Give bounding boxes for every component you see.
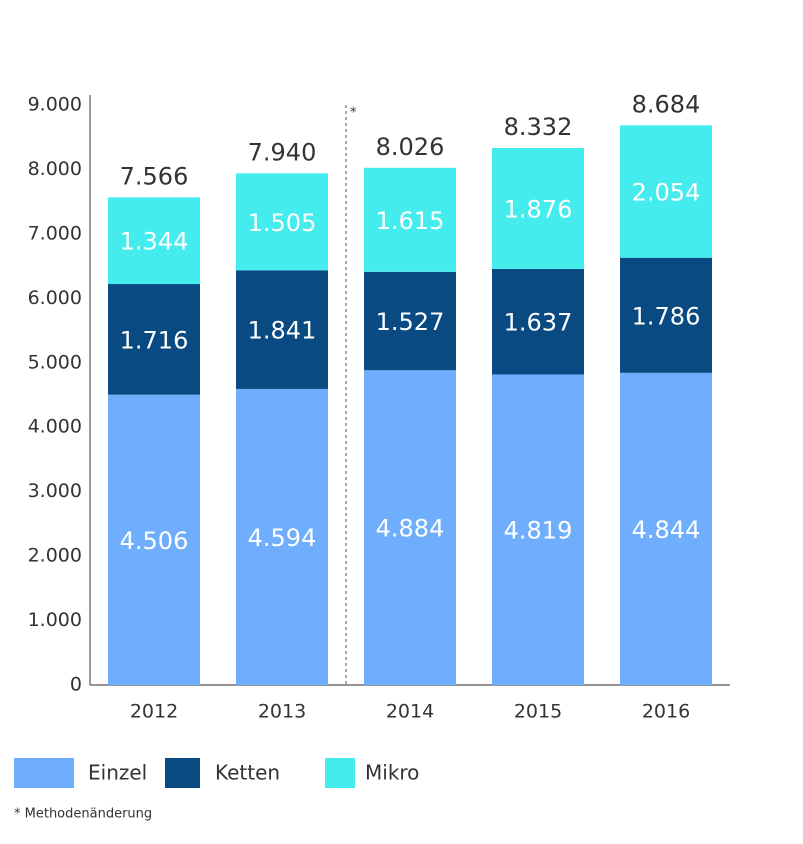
bar-segment bbox=[492, 374, 584, 685]
y-tick-label: 2.000 bbox=[28, 545, 82, 567]
bar-segment bbox=[620, 372, 712, 685]
total-label: 7.566 bbox=[120, 162, 189, 190]
y-tick-label: 3.000 bbox=[28, 480, 82, 502]
total-label: 8.026 bbox=[376, 133, 445, 161]
segment-label: 1.615 bbox=[376, 207, 445, 235]
segment-label: 4.594 bbox=[248, 524, 317, 552]
legend-swatch bbox=[165, 758, 200, 788]
footnote: * Methodenänderung bbox=[14, 807, 152, 822]
bar-segment bbox=[108, 394, 200, 685]
segment-label: 4.819 bbox=[504, 517, 573, 545]
bar-segment bbox=[364, 271, 456, 371]
bar-segment bbox=[620, 257, 712, 373]
segment-label: 1.344 bbox=[120, 228, 189, 256]
x-tick-label: 2015 bbox=[514, 701, 562, 723]
x-tick-label: 2012 bbox=[130, 701, 178, 723]
segment-label: 1.527 bbox=[376, 308, 445, 336]
bar-segment bbox=[236, 173, 328, 271]
segment-label: 4.884 bbox=[376, 515, 445, 543]
segment-label: 1.505 bbox=[248, 209, 317, 237]
segment-label: 1.637 bbox=[504, 309, 573, 337]
legend-swatch bbox=[14, 758, 74, 788]
segment-label: 1.786 bbox=[632, 302, 701, 330]
legend-label: Mikro bbox=[365, 761, 419, 785]
bar-segment bbox=[620, 125, 712, 258]
total-label: 8.332 bbox=[504, 113, 573, 141]
legend-label: Einzel bbox=[88, 761, 147, 785]
y-tick-label: 7.000 bbox=[28, 222, 82, 244]
legend-swatch bbox=[325, 758, 355, 788]
segment-label: 4.844 bbox=[632, 516, 701, 544]
y-tick-label: 1.000 bbox=[28, 609, 82, 631]
total-label: 7.940 bbox=[248, 138, 317, 166]
bar-segment bbox=[492, 148, 584, 269]
bar-segment bbox=[236, 270, 328, 389]
bar-segment bbox=[108, 284, 200, 395]
bar-segment bbox=[492, 268, 584, 375]
segment-label: 1.876 bbox=[504, 195, 573, 223]
segment-label: 1.841 bbox=[248, 317, 317, 345]
legend-label: Ketten bbox=[215, 761, 280, 785]
x-tick-label: 2014 bbox=[386, 701, 434, 723]
y-tick-label: 9.000 bbox=[28, 94, 82, 116]
y-tick-label: 5.000 bbox=[28, 351, 82, 373]
y-tick-label: 8.000 bbox=[28, 158, 82, 180]
bar-segment bbox=[108, 197, 200, 285]
segment-label: 4.506 bbox=[120, 527, 189, 555]
total-label: 8.684 bbox=[632, 90, 701, 118]
y-tick-label: 0 bbox=[70, 674, 82, 696]
bar-segment bbox=[364, 167, 456, 272]
bar-segment bbox=[236, 388, 328, 685]
bar-segment bbox=[364, 370, 456, 685]
x-tick-label: 2016 bbox=[642, 701, 690, 723]
x-tick-label: 2013 bbox=[258, 701, 306, 723]
segment-label: 1.716 bbox=[120, 326, 189, 354]
y-tick-label: 4.000 bbox=[28, 416, 82, 438]
segment-label: 2.054 bbox=[632, 179, 701, 207]
annotation: * bbox=[350, 106, 357, 121]
y-tick-label: 6.000 bbox=[28, 287, 82, 309]
